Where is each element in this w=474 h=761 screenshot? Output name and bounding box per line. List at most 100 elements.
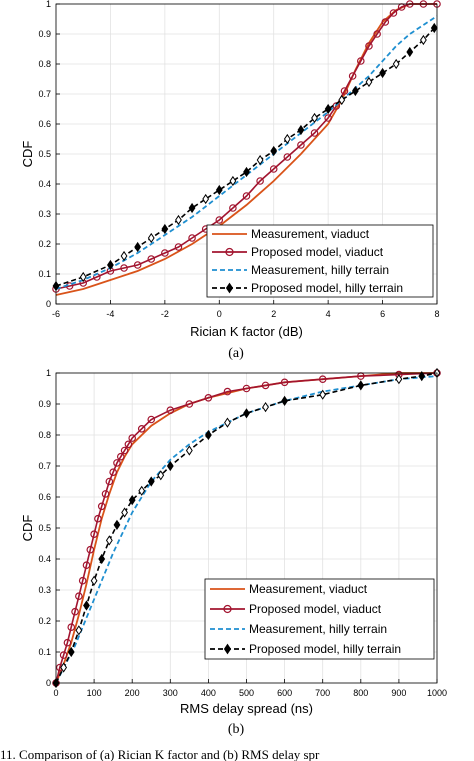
subplot-b-label: (b) <box>228 722 245 737</box>
y-tick-label: 0.1 <box>38 647 51 657</box>
legend-marker <box>225 247 234 257</box>
data-point <box>157 470 165 481</box>
legend-label: Proposed model, hilly terrain <box>251 281 403 295</box>
data-point <box>147 232 155 244</box>
y-tick-label: 0.4 <box>38 554 51 564</box>
legend-label: Proposed model, viaduct <box>249 602 382 616</box>
y-tick-label: 0.7 <box>38 461 51 471</box>
data-point <box>82 561 91 570</box>
series-line-1 <box>55 3 437 290</box>
data-point <box>242 192 251 200</box>
x-tick-label: 6 <box>380 309 385 319</box>
legend-box <box>204 578 435 660</box>
data-point <box>261 381 270 390</box>
data-point <box>120 250 128 262</box>
data-point <box>188 234 196 242</box>
data-point <box>121 507 128 518</box>
y-tick-label: 1 <box>46 0 51 9</box>
data-point <box>116 452 125 461</box>
data-point <box>71 607 79 616</box>
x-tick-label: 0 <box>53 688 58 698</box>
y-tick-label: 0.5 <box>38 523 51 533</box>
data-point <box>63 638 72 647</box>
legend-marker <box>223 643 232 655</box>
legend-label: Proposed model, hilly terrain <box>249 642 401 656</box>
legend-box <box>206 224 434 298</box>
data-point <box>147 415 156 424</box>
data-point <box>120 264 128 272</box>
data-point <box>133 261 142 269</box>
data-point <box>188 202 196 214</box>
data-point <box>283 153 292 161</box>
x-axis-label: Rician K factor (dB) <box>190 324 303 339</box>
data-point <box>101 490 110 498</box>
y-tick-label: 1 <box>46 368 51 378</box>
data-point <box>262 401 269 413</box>
x-tick-label: 800 <box>353 688 368 698</box>
data-point <box>105 535 113 546</box>
data-point <box>105 477 114 486</box>
data-point <box>161 249 169 257</box>
data-point <box>134 241 142 253</box>
y-tick-label: 0 <box>46 299 51 309</box>
data-point <box>94 514 102 523</box>
data-point <box>419 34 427 46</box>
data-point <box>204 393 213 402</box>
data-point <box>270 145 278 157</box>
x-tick-label: 0 <box>217 309 222 319</box>
data-point <box>297 124 305 136</box>
data-point <box>107 259 114 271</box>
data-point <box>224 417 231 428</box>
data-point <box>348 72 357 80</box>
data-point <box>418 370 426 382</box>
data-point <box>98 553 106 565</box>
data-point <box>86 545 95 554</box>
x-tick-label: 2 <box>271 309 276 319</box>
data-point <box>124 440 133 449</box>
y-tick-label: 0.6 <box>38 492 51 502</box>
data-point <box>351 85 359 97</box>
y-tick-label: 0.2 <box>38 616 51 626</box>
y-axis-label: CDF <box>20 515 35 542</box>
legend-label: Measurement, hilly terrain <box>249 622 387 636</box>
data-point <box>338 94 346 106</box>
data-point <box>324 103 332 115</box>
data-point <box>356 57 365 65</box>
data-point <box>120 446 129 455</box>
data-point <box>60 662 68 673</box>
data-point <box>297 141 305 149</box>
data-point <box>174 243 183 251</box>
data-point <box>83 600 90 611</box>
x-tick-label: 300 <box>163 688 178 698</box>
subplot-a: -6 -4 -2 0 2 4 6 8 0 0.1 0.2 0.3 0.4 0.5 0.6 0.7 0.8 0.9 1… <box>20 0 441 339</box>
data-point <box>185 445 193 456</box>
data-point <box>67 646 75 658</box>
y-tick-label: 0.1 <box>38 269 51 279</box>
y-tick-label: 0.5 <box>38 149 51 159</box>
data-point <box>79 271 87 283</box>
y-tick-label: 0.7 <box>38 89 51 99</box>
data-point <box>430 22 438 34</box>
data-point <box>311 112 318 124</box>
x-tick-label: 400 <box>201 688 216 698</box>
x-axis-label: RMS delay spread (ns) <box>180 701 313 716</box>
y-tick-label: 0 <box>46 678 51 688</box>
legend-marker <box>223 604 232 614</box>
data-point <box>223 387 232 396</box>
data-point <box>365 76 373 88</box>
legend-label: Proposed model, viaduct <box>251 245 384 259</box>
data-point <box>406 46 414 58</box>
data-point <box>90 530 98 539</box>
x-tick-label: 700 <box>315 688 330 698</box>
y-tick-label: 0.9 <box>38 29 51 39</box>
y-tick-label: 0.9 <box>38 399 51 409</box>
data-point <box>392 58 400 70</box>
data-point <box>365 42 373 50</box>
x-tick-label: 600 <box>277 688 292 698</box>
data-point <box>97 502 106 511</box>
data-point <box>166 406 175 415</box>
data-point <box>185 400 194 408</box>
data-point <box>269 165 278 173</box>
subplot-a-label: (a) <box>228 346 244 361</box>
